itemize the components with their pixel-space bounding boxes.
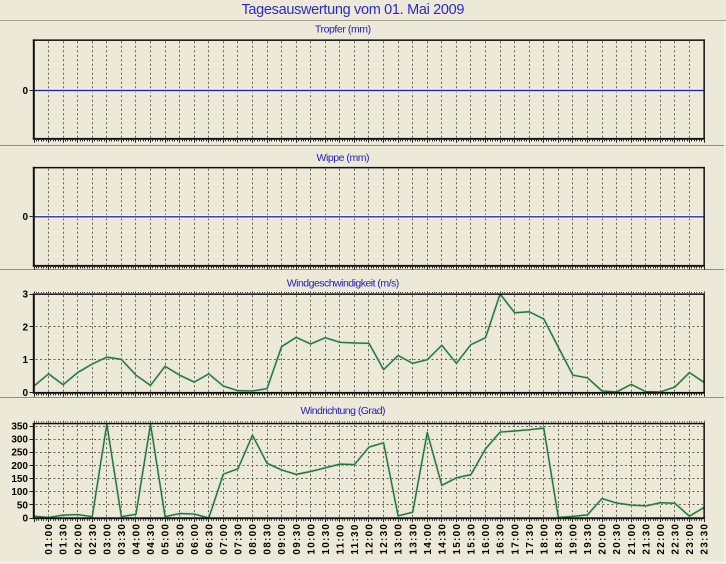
svg-text:13:30: 13:30 xyxy=(408,523,419,555)
svg-text:2: 2 xyxy=(22,322,28,333)
svg-text:17:00: 17:00 xyxy=(510,523,521,555)
svg-text:07:00: 07:00 xyxy=(219,523,230,555)
svg-text:19:00: 19:00 xyxy=(569,523,580,555)
svg-text:150: 150 xyxy=(11,474,28,485)
svg-text:04:30: 04:30 xyxy=(146,523,157,555)
svg-text:22:30: 22:30 xyxy=(670,523,681,555)
svg-text:04:00: 04:00 xyxy=(132,523,143,555)
svg-text:11:30: 11:30 xyxy=(350,523,361,554)
svg-text:50: 50 xyxy=(17,500,29,511)
svg-text:Tropfer (mm): Tropfer (mm) xyxy=(315,23,371,35)
svg-text:Windgeschwindigkeit (m/s): Windgeschwindigkeit (m/s) xyxy=(287,278,400,290)
svg-text:18:00: 18:00 xyxy=(539,523,550,555)
svg-text:20:30: 20:30 xyxy=(612,523,623,555)
svg-text:10:00: 10:00 xyxy=(306,523,317,555)
svg-text:19:30: 19:30 xyxy=(583,523,594,555)
svg-text:0: 0 xyxy=(22,212,28,223)
svg-text:08:00: 08:00 xyxy=(248,523,259,555)
svg-text:16:00: 16:00 xyxy=(481,523,492,555)
svg-text:05:00: 05:00 xyxy=(161,523,172,555)
svg-text:Tagesauswertung vom 01. Mai 20: Tagesauswertung vom 01. Mai 2009 xyxy=(242,2,465,18)
svg-text:12:30: 12:30 xyxy=(379,523,390,555)
svg-text:14:30: 14:30 xyxy=(437,523,448,555)
svg-text:1: 1 xyxy=(22,355,28,366)
svg-text:350: 350 xyxy=(11,421,28,432)
svg-text:13:00: 13:00 xyxy=(394,523,405,555)
svg-text:21:00: 21:00 xyxy=(627,523,638,555)
svg-text:02:30: 02:30 xyxy=(88,523,99,555)
svg-text:20:00: 20:00 xyxy=(598,523,609,555)
svg-text:14:00: 14:00 xyxy=(423,523,434,555)
svg-text:02:00: 02:00 xyxy=(73,523,84,555)
svg-text:09:00: 09:00 xyxy=(277,523,288,555)
svg-text:Windrichtung (Grad): Windrichtung (Grad) xyxy=(301,405,386,417)
svg-text:11:00: 11:00 xyxy=(335,523,346,554)
svg-text:03:30: 03:30 xyxy=(117,523,128,555)
svg-text:17:30: 17:30 xyxy=(525,523,536,555)
svg-text:Wippe (mm): Wippe (mm) xyxy=(317,152,370,164)
svg-text:250: 250 xyxy=(11,448,28,459)
svg-text:22:00: 22:00 xyxy=(656,523,667,555)
svg-text:10:30: 10:30 xyxy=(321,523,332,555)
svg-text:12:00: 12:00 xyxy=(365,523,376,555)
svg-text:07:30: 07:30 xyxy=(234,523,245,555)
svg-text:200: 200 xyxy=(11,461,28,472)
svg-text:09:30: 09:30 xyxy=(292,523,303,555)
svg-text:21:30: 21:30 xyxy=(641,523,652,555)
svg-text:300: 300 xyxy=(11,435,28,446)
svg-text:06:00: 06:00 xyxy=(190,523,201,555)
svg-text:3: 3 xyxy=(22,289,28,300)
svg-text:23:00: 23:00 xyxy=(685,523,696,555)
svg-text:15:30: 15:30 xyxy=(467,523,478,555)
svg-text:08:30: 08:30 xyxy=(263,523,274,555)
svg-text:0: 0 xyxy=(22,388,28,399)
svg-text:15:00: 15:00 xyxy=(452,523,463,555)
svg-text:18:30: 18:30 xyxy=(554,523,565,555)
svg-text:0: 0 xyxy=(22,86,28,97)
svg-text:16:30: 16:30 xyxy=(496,523,507,555)
svg-text:100: 100 xyxy=(11,487,28,498)
svg-text:01:00: 01:00 xyxy=(44,523,55,555)
svg-text:0: 0 xyxy=(22,513,28,524)
svg-text:03:00: 03:00 xyxy=(102,523,113,555)
svg-text:06:30: 06:30 xyxy=(204,523,215,555)
svg-text:23:30: 23:30 xyxy=(700,523,711,555)
svg-text:01:30: 01:30 xyxy=(59,523,70,555)
svg-text:05:30: 05:30 xyxy=(175,523,186,555)
